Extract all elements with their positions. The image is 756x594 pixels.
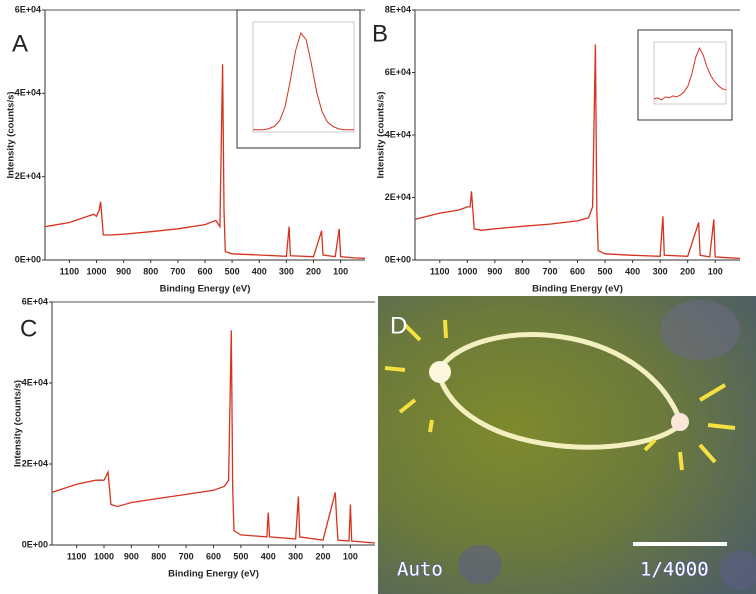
x-tick-label: 200 — [680, 266, 695, 276]
panel-label: D — [390, 312, 407, 339]
y-tick-label: 2E+04 — [15, 171, 41, 181]
stain — [720, 550, 756, 590]
x-axis-title: Binding Energy (eV) — [168, 569, 259, 580]
rays — [384, 319, 736, 471]
panel-label: B — [372, 20, 388, 47]
y-tick-label: 6E+04 — [15, 4, 41, 14]
x-tick-label: 200 — [315, 551, 330, 561]
contact — [429, 361, 451, 383]
inset-line — [653, 47, 727, 101]
x-tick-label: 500 — [598, 266, 613, 276]
y-axis-title: Intensity (counts/s) — [6, 91, 17, 178]
x-tick-label: 700 — [170, 266, 185, 276]
y-tick-label: 6E+04 — [385, 67, 411, 77]
y-tick-label: 8E+04 — [385, 4, 411, 14]
y-tick-label: 6E+04 — [22, 296, 48, 306]
inset-frame — [637, 29, 733, 121]
x-tick-label: 300 — [653, 266, 668, 276]
x-tick-label: 300 — [288, 551, 303, 561]
y-tick-label: 0E+00 — [385, 254, 411, 264]
x-tick-label: 400 — [625, 266, 640, 276]
chart: 0E+00 2E+04 4E+04 6E+04 8E+04 1100 1000 900 800 7… — [372, 4, 741, 295]
x-axis-title: Binding Energy (eV) — [160, 284, 251, 295]
y-tick-label: 4E+04 — [15, 88, 41, 98]
x-tick-label: 400 — [261, 551, 276, 561]
y-tick-label: 0E+00 — [15, 254, 41, 264]
y-axis-title: Intensity (counts/s) — [13, 380, 24, 467]
x-tick-label: 400 — [252, 266, 267, 276]
x-tick-label: 600 — [197, 266, 212, 276]
stain — [458, 545, 502, 585]
micrograph: D Auto 1/4000 — [378, 296, 756, 594]
x-tick-label: 500 — [225, 266, 240, 276]
overlay-text: Auto — [397, 559, 443, 581]
x-tick-label: 600 — [570, 266, 585, 276]
x-tick-label: 100 — [708, 266, 723, 276]
chart: 0E+00 2E+04 4E+04 6E+04 1100 1000 900 800 700 600… — [6, 4, 366, 295]
x-tick-label: 1000 — [87, 266, 107, 276]
inset-line — [253, 31, 354, 131]
x-tick-label: 100 — [343, 551, 358, 561]
x-axis-title: Binding Energy (eV) — [532, 284, 623, 295]
x-tick-label: 1100 — [430, 266, 450, 276]
x-tick-label: 1100 — [60, 266, 80, 276]
wire-arc — [438, 332, 683, 421]
x-tick-label: 1000 — [457, 266, 477, 276]
x-tick-label: 800 — [151, 551, 166, 561]
wire-arc — [437, 377, 682, 450]
x-tick-label: 900 — [124, 551, 139, 561]
y-tick-label: 4E+04 — [385, 129, 411, 139]
inset-plot — [252, 21, 355, 133]
contact — [671, 413, 689, 431]
x-tick-label: 1100 — [67, 551, 87, 561]
chart: 0E+00 2E+04 4E+04 6E+04 1100 1000 900 800 700 600… — [13, 296, 376, 580]
y-tick-label: 2E+04 — [385, 192, 411, 202]
panel-label: A — [12, 30, 28, 57]
x-tick-label: 500 — [233, 551, 248, 561]
y-tick-label: 4E+04 — [22, 377, 48, 387]
x-tick-label: 900 — [116, 266, 131, 276]
spectrum-line — [414, 44, 741, 260]
x-tick-label: 300 — [279, 266, 294, 276]
inset-plot — [653, 41, 727, 105]
spectrum-line — [44, 64, 366, 259]
y-axis-title: Intensity (counts/s) — [376, 91, 387, 178]
x-tick-label: 800 — [515, 266, 530, 276]
x-tick-label: 200 — [306, 266, 321, 276]
stain — [660, 300, 740, 360]
y-tick-label: 0E+00 — [22, 539, 48, 549]
x-tick-label: 900 — [487, 266, 502, 276]
x-tick-label: 700 — [542, 266, 557, 276]
x-tick-label: 100 — [333, 266, 348, 276]
y-tick-label: 2E+04 — [22, 458, 48, 468]
overlay-text: 1/4000 — [640, 559, 709, 581]
x-tick-label: 600 — [206, 551, 221, 561]
x-tick-label: 800 — [143, 266, 158, 276]
x-tick-label: 1000 — [94, 551, 114, 561]
panel-label: C — [20, 315, 37, 342]
spectrum-line — [51, 330, 376, 544]
inset-frame — [236, 9, 361, 149]
x-tick-label: 700 — [179, 551, 194, 561]
